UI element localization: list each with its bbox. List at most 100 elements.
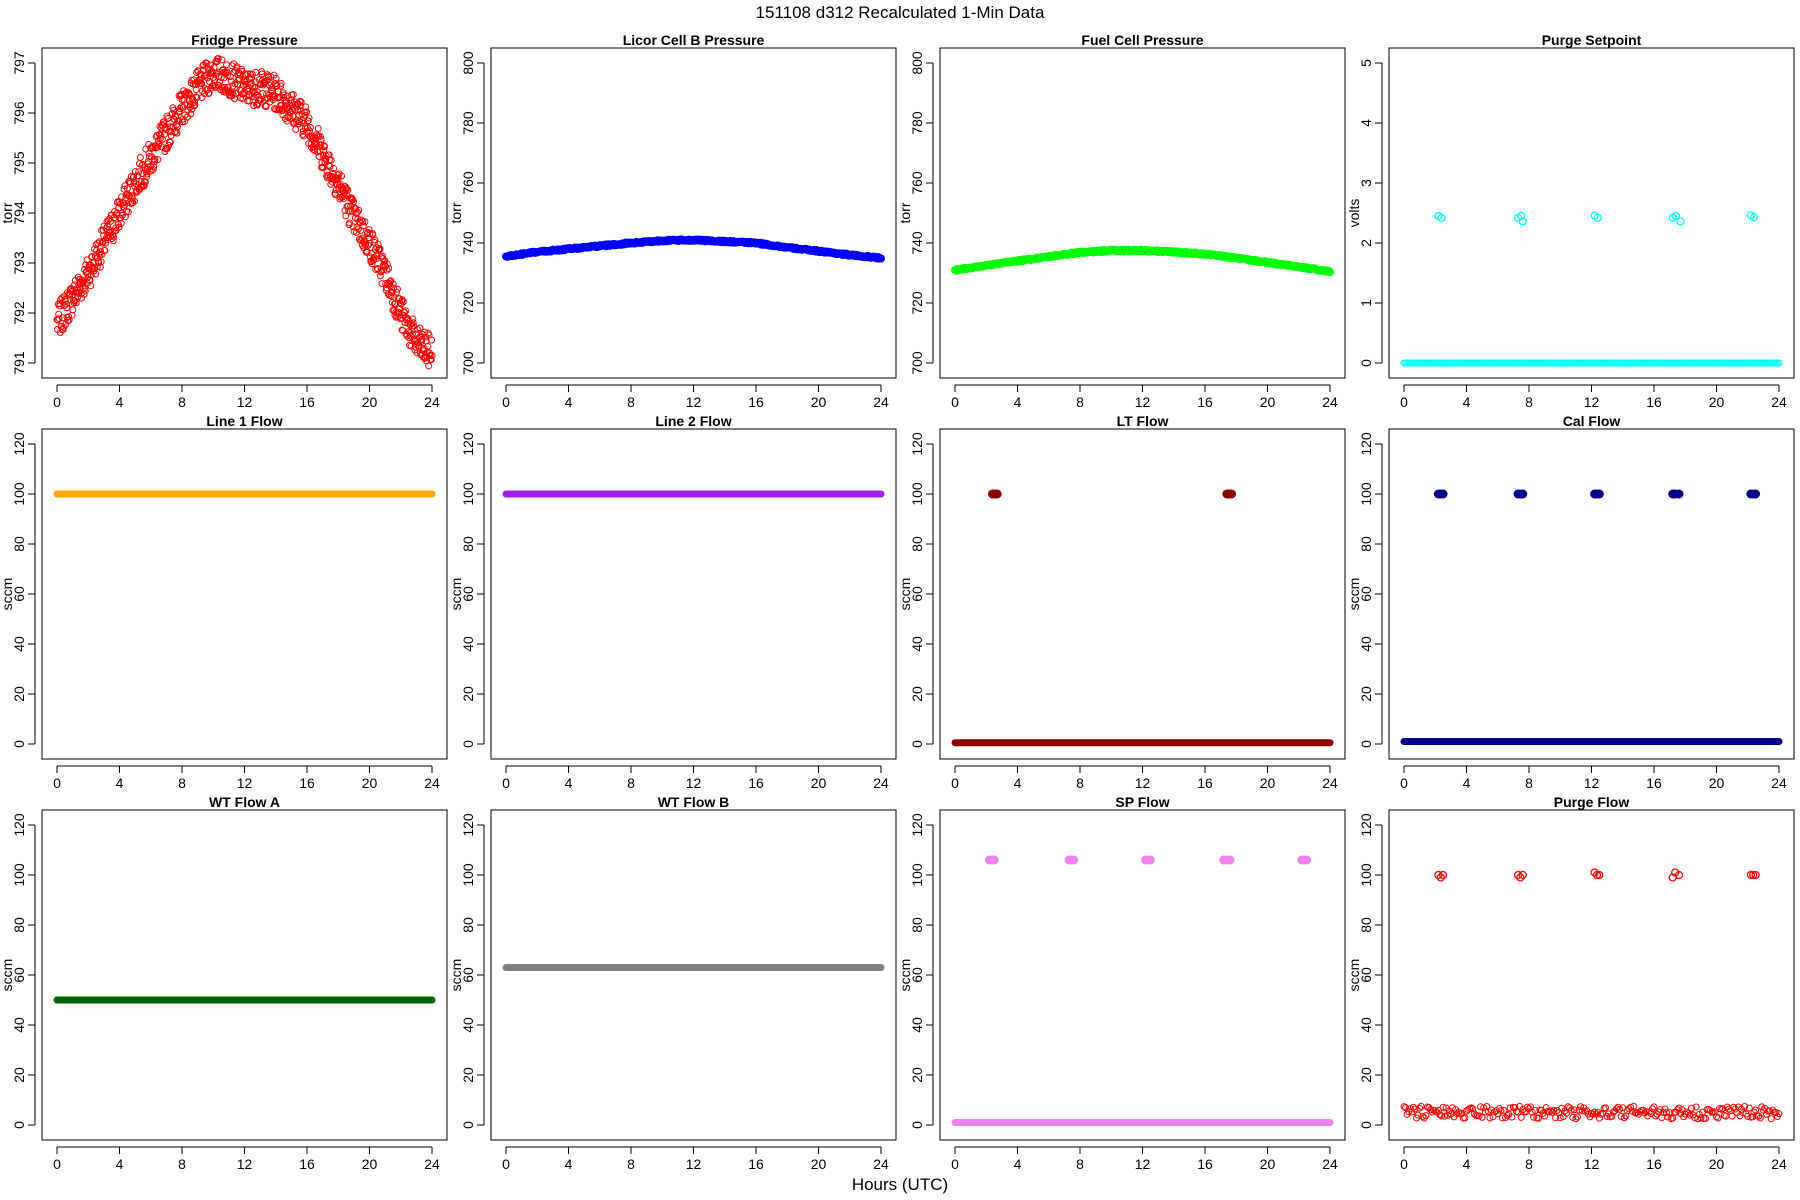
baseline-point [1483, 1102, 1491, 1110]
y-tick-label: 794 [11, 201, 27, 225]
data-point [124, 208, 132, 216]
baseline-point [1530, 1113, 1538, 1121]
baseline-point [1692, 1103, 1700, 1111]
data-point [425, 362, 433, 370]
x-tick-label: 24 [424, 394, 440, 410]
data-point [385, 264, 393, 272]
panel-cal-flow: Cal Flow sccm 0 4 8 12 16 20 24 0 20 40 60 80 100 120 [1346, 413, 1795, 791]
data-point [992, 489, 1002, 499]
y-tick-label: 60 [460, 586, 476, 602]
y-axis: 0 20 40 60 80 100 120 [1358, 813, 1383, 1129]
x-tick-label: 16 [1646, 394, 1662, 410]
y-tick-label: 20 [460, 1067, 476, 1083]
x-tick-label: 16 [299, 1156, 315, 1172]
x-tick-label: 4 [1014, 394, 1022, 410]
x-tick-label: 20 [1260, 394, 1276, 410]
data-point [366, 239, 373, 247]
y-tick-label: 795 [11, 151, 27, 175]
y-tick-label: 100 [909, 863, 925, 887]
y-tick-label: 40 [909, 636, 925, 652]
data-point [1517, 211, 1526, 221]
data-point [214, 55, 222, 63]
data-point [346, 219, 353, 227]
data-point [257, 96, 265, 104]
baseline-point [1648, 1105, 1656, 1113]
data-point [96, 263, 104, 271]
data-point [380, 266, 388, 274]
x-axis: 0 4 8 12 16 20 24 [951, 765, 1338, 791]
y-tick-label: 120 [909, 813, 925, 837]
y-axis: 700 720 740 760 780 800 [460, 51, 485, 375]
x-tick-label: 4 [1463, 394, 1471, 410]
data-point [193, 94, 201, 102]
data-point [388, 289, 396, 297]
data-point [397, 300, 405, 308]
data-point [1518, 870, 1527, 880]
panel-wt-flow-b: WT Flow B sccm 0 4 8 12 16 20 24 0 20 40 60 80 100 120 [448, 794, 897, 1172]
data-point [94, 239, 102, 247]
panel-wt-flow-a: WT Flow A sccm 0 4 8 12 16 20 24 0 20 40 60 80 100 120 [0, 794, 448, 1172]
data-point [338, 172, 346, 180]
data-point [387, 292, 395, 300]
x-tick-label: 16 [299, 394, 315, 410]
data-point [185, 89, 193, 97]
data-point [304, 117, 312, 125]
y-tick-label: 120 [460, 432, 476, 456]
data-point [1674, 870, 1684, 880]
data-point [109, 237, 117, 245]
baseline-point [1441, 1112, 1449, 1120]
y-tick-label: 80 [1358, 536, 1374, 552]
data-point [1751, 489, 1761, 499]
y-tick-label: 20 [1358, 1067, 1374, 1083]
plot-frame [490, 47, 897, 379]
baseline-point [1739, 1109, 1747, 1117]
data-point [72, 299, 80, 307]
baseline-point [1439, 1103, 1447, 1111]
data-point [259, 89, 267, 97]
y-tick-label: 100 [11, 863, 27, 887]
data-point [161, 130, 168, 138]
data-point [361, 218, 369, 226]
x-tick-label: 12 [1584, 775, 1600, 791]
y-axis-label: sccm [1346, 578, 1362, 611]
baseline-point [1642, 1108, 1650, 1116]
y-tick-label: 120 [460, 813, 476, 837]
plot-frame [41, 428, 448, 760]
x-tick-label: 8 [178, 394, 186, 410]
y-axis: 791 792 793 794 795 796 797 [11, 51, 36, 375]
data-point [156, 130, 163, 138]
x-tick-label: 20 [1709, 1156, 1725, 1172]
plot-frame [939, 47, 1346, 379]
baseline-point [1744, 1112, 1752, 1120]
data-point [223, 68, 231, 76]
data-point [1595, 870, 1604, 880]
plot-frame [1388, 428, 1795, 760]
baseline-point [1467, 1104, 1475, 1112]
x-tick-label: 8 [1525, 1156, 1533, 1172]
panel-sp-flow: SP Flow sccm 0 4 8 12 16 20 24 0 20 40 60 80 100 120 [897, 794, 1346, 1172]
data-point [364, 241, 372, 249]
data-point [316, 147, 324, 155]
panel-lt-flow: LT Flow sccm 0 4 8 12 16 20 24 0 20 40 60 80 100 120 [897, 413, 1346, 791]
data-point [210, 81, 218, 89]
baseline-point [1478, 1113, 1486, 1121]
data-point [409, 319, 417, 327]
data-point [140, 182, 148, 190]
data-point [176, 105, 184, 113]
data-point [271, 105, 278, 113]
baseline-point [1577, 1103, 1585, 1111]
data-point [333, 176, 341, 184]
data-point [176, 107, 183, 115]
data-point [1592, 870, 1602, 880]
data-points [53, 55, 436, 370]
data-point [150, 155, 158, 163]
data-point [416, 324, 424, 332]
x-tick-label: 20 [811, 394, 827, 410]
data-point [401, 308, 408, 316]
data-point [331, 191, 339, 199]
data-point [1436, 873, 1445, 882]
baseline-point [1500, 1106, 1508, 1114]
data-point [317, 136, 325, 144]
y-tick-label: 20 [909, 1067, 925, 1083]
